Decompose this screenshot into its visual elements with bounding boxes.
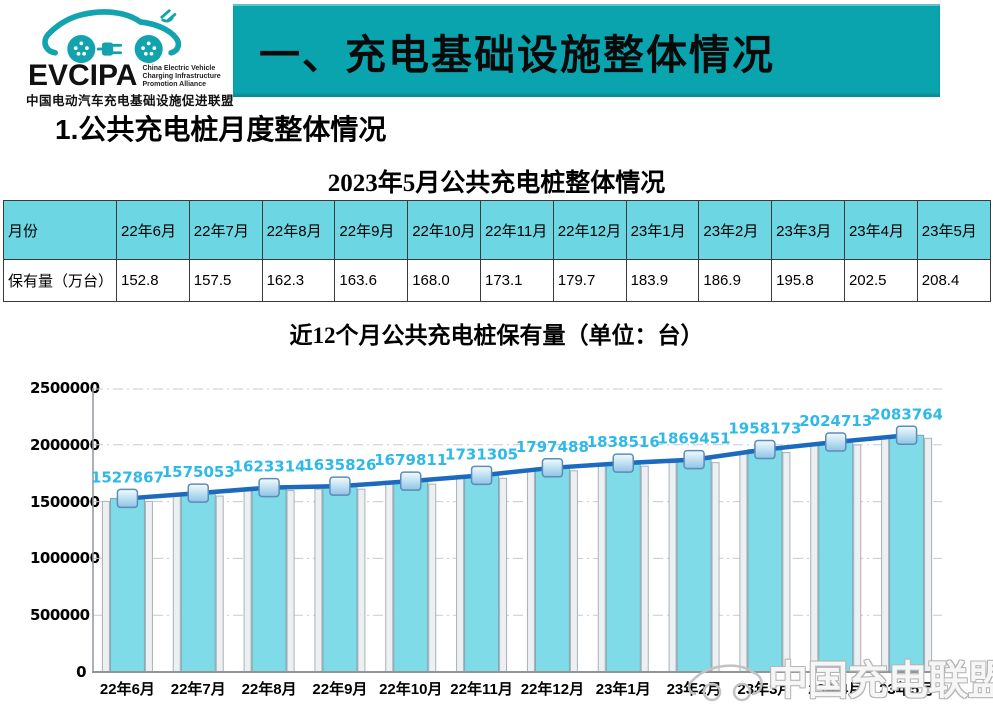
table-month-header: 22年8月 [261, 200, 336, 260]
table-month-header: 22年9月 [334, 200, 409, 260]
svg-text:1797488: 1797488 [516, 438, 589, 456]
evcipa-logo: EVCIPA China Electric Vehicle Charging I… [12, 4, 234, 108]
logo-acronym: EVCIPA [28, 59, 138, 92]
table-month-header: 23年3月 [771, 200, 845, 260]
table-row-label: 保有量（万台） [3, 259, 117, 302]
svg-text:1731305: 1731305 [445, 445, 518, 463]
y-axis-tick-label: 1500000 [30, 492, 100, 511]
monthly-stock-table: 月份 22年6月 22年7月 22年8月 22年9月 22年10月 22年11月 22年12… [3, 200, 991, 302]
table-month-header: 22年7月 [188, 200, 263, 260]
x-axis-tick-label: 22年8月 [241, 681, 297, 698]
svg-text:1527867: 1527867 [92, 468, 164, 486]
table-month-header: 23年2月 [698, 200, 773, 260]
table-month-header: 23年4月 [843, 200, 918, 260]
logo-chinese-name: 中国电动汽车充电基础设施促进联盟 [26, 94, 235, 108]
header-banner: 一、充电基础设施整体情况 [233, 4, 940, 97]
x-axis-tick-label: 23年3月 [737, 681, 793, 698]
x-axis-tick-label: 22年9月 [312, 681, 368, 698]
table-value-cell: 152.8 [116, 259, 190, 302]
x-axis-tick-label: 23年5月 [879, 681, 935, 698]
table-header-row: 月份 22年6月 22年7月 22年8月 22年9月 22年10月 22年11月 22年12… [3, 200, 991, 260]
table-value-cell: 186.9 [698, 259, 773, 302]
table-value-cell: 202.5 [843, 259, 918, 302]
x-axis-tick-label: 22年12月 [520, 681, 585, 698]
table-corner-cell: 月份 [3, 200, 117, 260]
table-month-header: 22年6月 [116, 200, 190, 260]
table-month-header: 22年10月 [407, 200, 481, 260]
x-axis-tick-label: 22年11月 [450, 681, 513, 698]
table-row: 保有量（万台） 152.8 157.5 162.3 163.6 168.0 173.1 17… [3, 259, 991, 302]
table-value-cell: 168.0 [407, 259, 481, 302]
bar-chart-plot: 1527867 1575053 1623314 1635826 1679811 17313… [91, 388, 943, 673]
table-month-header: 22年11月 [479, 200, 554, 260]
x-axis-tick-label: 23年1月 [595, 681, 651, 698]
table-month-header: 23年1月 [625, 200, 700, 260]
svg-text:2083764: 2083764 [870, 405, 942, 423]
x-axis-tick-label: 22年10月 [379, 681, 443, 698]
table-value-cell: 179.7 [552, 259, 627, 302]
chart-title: 近12个月公共充电桩保有量（单位：台） [289, 323, 704, 348]
svg-text:1958173: 1958173 [728, 420, 801, 438]
table-value-cell: 162.3 [261, 259, 336, 302]
table-month-header: 23年5月 [916, 200, 991, 260]
table-title: 2023年5月公共充电桩整体情况 [327, 163, 666, 202]
table-value-cell: 173.1 [479, 259, 554, 302]
svg-text:1575053: 1575053 [162, 463, 235, 481]
x-axis-tick-label: 23年2月 [666, 681, 722, 698]
svg-text:1869451: 1869451 [658, 430, 731, 448]
svg-text:1679811: 1679811 [374, 451, 447, 469]
table-value-cell: 157.5 [188, 259, 263, 302]
y-axis-tick-label: 2000000 [30, 435, 100, 454]
y-axis-tick-label: 0 [76, 663, 86, 681]
x-axis-tick-label: 22年6月 [99, 681, 155, 698]
table-value-cell: 208.4 [916, 259, 991, 302]
y-axis-tick-label: 1000000 [30, 549, 100, 568]
table-value-cell: 195.8 [771, 259, 845, 302]
svg-text:1838516: 1838516 [587, 433, 660, 451]
bar-chart: 1527867157505316233141635826167981117313… [91, 388, 943, 673]
table-title-wrap: 2023年5月公共充电桩整体情况 [0, 163, 993, 202]
page-title: 一、充电基础设施整体情况 [259, 31, 775, 78]
table-value-cell: 163.6 [334, 259, 409, 302]
svg-text:2024713: 2024713 [799, 412, 872, 430]
table-value-cell: 183.9 [625, 259, 700, 302]
section-title: 1.公共充电桩月度整体情况 [55, 114, 387, 146]
y-axis-tick-label: 2500000 [30, 379, 100, 397]
x-axis-tick-label: 22年7月 [170, 681, 226, 698]
logo-english-name: China Electric Vehicle Charging Infrastr… [142, 65, 221, 88]
x-axis-tick-label: 23年4月 [808, 681, 864, 698]
ev-car-logo-icon [42, 9, 182, 64]
y-axis-tick-label: 500000 [30, 606, 90, 625]
table-month-header: 22年12月 [552, 200, 627, 260]
svg-text:1635826: 1635826 [303, 456, 376, 474]
svg-text:1623314: 1623314 [233, 458, 306, 476]
